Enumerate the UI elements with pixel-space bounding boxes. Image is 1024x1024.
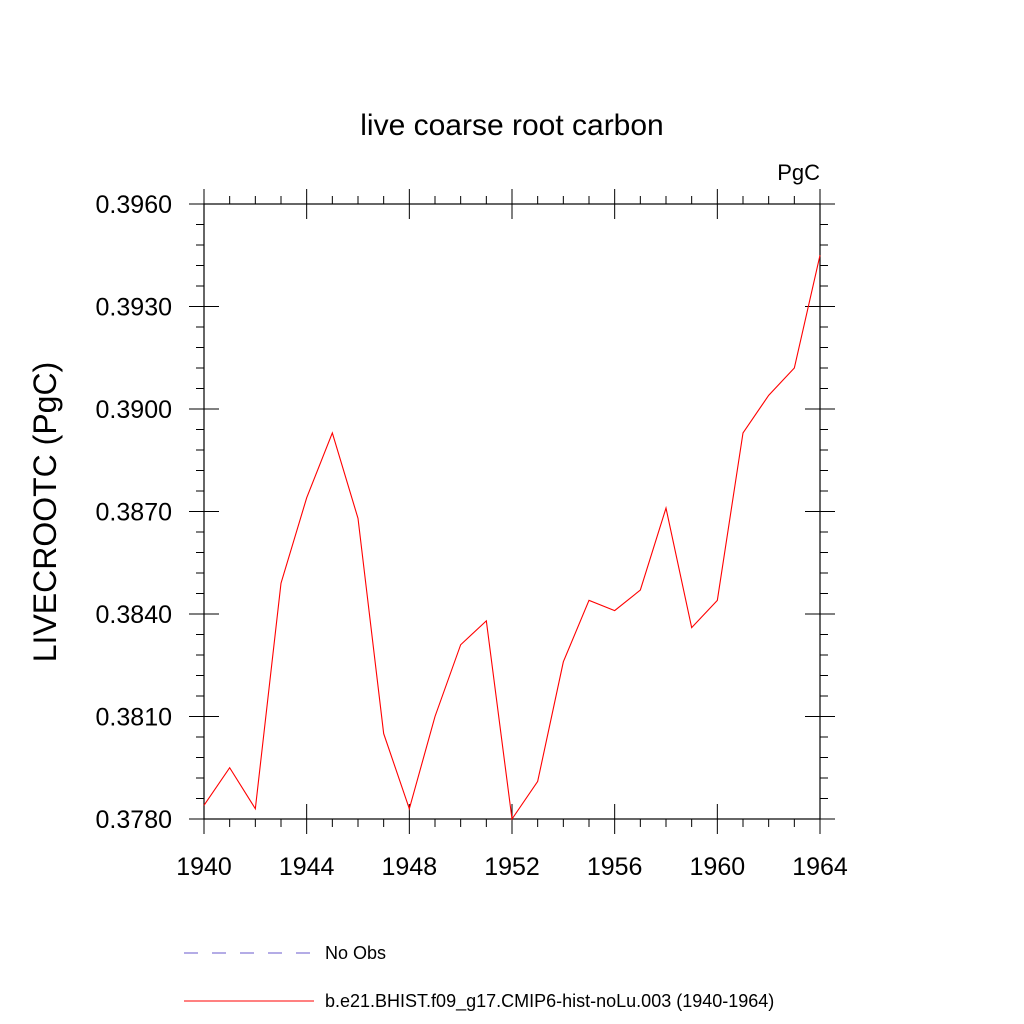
series-line — [203, 255, 821, 821]
y-tick-label: 0.3900 — [96, 396, 172, 424]
series-layer — [203, 255, 821, 821]
x-tick-label: 1960 — [690, 853, 746, 881]
legend: No Obs b.e21.BHIST.f09_g17.CMIP6-hist-noL… — [184, 943, 774, 1012]
x-tick-label: 1956 — [587, 853, 643, 881]
x-tick-label: 1944 — [279, 853, 335, 881]
x-tick-label: 1964 — [792, 853, 848, 881]
y-tick-label: 0.3780 — [96, 806, 172, 834]
legend-label: b.e21.BHIST.f09_g17.CMIP6-hist-noLu.003 … — [325, 991, 774, 1012]
x-tick-label: 1948 — [382, 853, 438, 881]
plot-frame — [203, 203, 821, 820]
y-tick-label: 0.3960 — [96, 191, 172, 219]
chart-title: live coarse root carbon — [360, 109, 664, 142]
y-tick-label: 0.3870 — [96, 499, 172, 527]
y-axis-label: LIVECROOTC (PgC) — [27, 362, 63, 662]
y-tick-label: 0.3810 — [96, 704, 172, 732]
units-label: PgC — [777, 160, 820, 185]
y-tick-label: 0.3840 — [96, 601, 172, 629]
y-tick-label: 0.3930 — [96, 294, 172, 322]
x-tick-label: 1952 — [484, 853, 540, 881]
legend-label: No Obs — [325, 943, 386, 963]
axes-group: 1940 1944 1948 1952 1956 1960 1964 0.3780 0.3810… — [96, 189, 848, 881]
x-tick-label: 1940 — [176, 853, 232, 881]
